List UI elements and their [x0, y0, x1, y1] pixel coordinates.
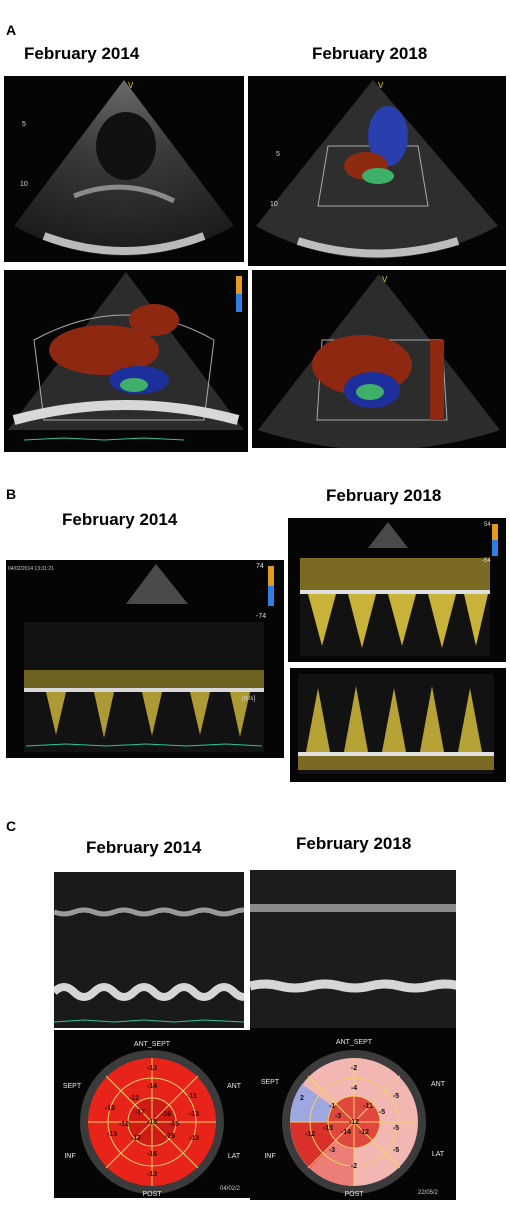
bullseye-2018: -2 -4 -1 -11 -5 -5 -3 -12 -13 -5 -14 -12…: [250, 1028, 456, 1200]
strain-2018-4: -5: [393, 1093, 399, 1100]
strain-2014-0: -13: [147, 1065, 157, 1072]
label-post-2018: POST: [344, 1191, 364, 1198]
scale-top-right: 54: [484, 522, 491, 528]
strain-2018-15: -2: [351, 1163, 357, 1170]
strain-2014-11: -16: [165, 1133, 175, 1140]
panel-b-date-right: February 2018: [326, 486, 442, 505]
bullseye-2014: -13 -14 -12 -11 -15 -17 -18 -16 -13 -15 …: [54, 1030, 250, 1198]
label-ant-sept-2018: ANT_SEPT: [336, 1039, 373, 1046]
panel-c-date-right: February 2018: [296, 834, 412, 853]
scale-bottom-right: -54: [482, 558, 491, 564]
date-stamp-left: 04/02/2: [220, 1186, 241, 1192]
svg-text:V: V: [378, 81, 384, 90]
strain-2018-12: -12: [305, 1131, 315, 1138]
echo-a-2018-color: V 5 10: [248, 76, 506, 266]
strain-2018-14: -3: [329, 1147, 335, 1154]
label-ant-sept-2014: ANT_SEPT: [134, 1041, 171, 1048]
panel-a-letter: A: [6, 22, 17, 38]
panel-a-date-left: February 2014: [24, 44, 140, 63]
panel-b-letter: B: [6, 486, 17, 502]
spectral-doppler-2018-bottom: [290, 668, 506, 782]
strain-2018-5: -5: [379, 1109, 385, 1116]
panel-b-date-left: February 2014: [62, 510, 178, 529]
label-ant-2018: ANT: [431, 1081, 446, 1088]
strain-2014-5: -17: [135, 1109, 145, 1116]
strain-2014-14: -17: [131, 1135, 141, 1142]
echo-a-2014-grayscale: 5 10 V: [4, 76, 244, 262]
strain-2018-2: -1: [329, 1103, 335, 1110]
panel-c-date-left: February 2014: [86, 838, 202, 857]
strain-2018-10: -14: [341, 1129, 351, 1136]
strain-2018-13: 2: [300, 1095, 304, 1102]
strain-2018-1: -4: [351, 1085, 357, 1092]
date-stamp-right: 22/05/2: [418, 1190, 439, 1196]
strain-2018-7: -12: [349, 1119, 359, 1126]
strain-2018-16: -5: [393, 1147, 399, 1154]
echo-a-2018-color-doppler: V: [252, 270, 506, 448]
strain-2018-8: -13: [323, 1125, 333, 1132]
echo-a-2014-color-doppler: [4, 270, 248, 452]
strain-2014-13: -13: [189, 1135, 199, 1142]
svg-text:5: 5: [22, 121, 26, 128]
m-mode-2014: [54, 872, 244, 1028]
strain-2014-6: -18: [147, 1119, 157, 1126]
svg-text:10: 10: [20, 181, 28, 188]
strain-2014-4: -15: [105, 1105, 115, 1112]
strain-2014-16: -16: [147, 1151, 157, 1158]
label-sept-2014: SEPT: [63, 1083, 82, 1090]
panel-c-letter: C: [6, 818, 17, 834]
scale-bottom-left: -74: [256, 613, 266, 620]
strain-2014-12: -13: [107, 1131, 117, 1138]
label-inf-2018: INF: [264, 1153, 275, 1160]
svg-text:10: 10: [270, 201, 278, 208]
label-inf-2014: INF: [64, 1153, 75, 1160]
label-post-2014: POST: [142, 1191, 162, 1198]
timestamp-left: 04/02/2014 13:31:21: [8, 566, 54, 572]
svg-text:V: V: [382, 275, 388, 284]
label-ant-2014: ANT: [227, 1083, 242, 1090]
strain-2014-3: -11: [187, 1093, 197, 1100]
panel-a-date-right: February 2018: [312, 44, 428, 63]
strain-2014-7: -16: [161, 1111, 171, 1118]
strain-2014-2: -12: [129, 1095, 139, 1102]
scale-top-left: 74: [256, 563, 264, 570]
strain-2014-15: -13: [147, 1171, 157, 1178]
strain-2014-10: -12: [119, 1121, 129, 1128]
strain-2014-9: -15: [169, 1121, 179, 1128]
strain-2018-0: -2: [351, 1065, 357, 1072]
strain-2018-3: -11: [363, 1103, 373, 1110]
strain-2018-6: -3: [335, 1113, 341, 1120]
strain-2014-1: -14: [147, 1083, 157, 1090]
strain-2018-11: -12: [359, 1129, 369, 1136]
unit-left: [m/s]: [242, 696, 255, 702]
label-sept-2018: SEPT: [261, 1079, 280, 1086]
strain-2018-9: -5: [393, 1125, 399, 1132]
svg-text:V: V: [128, 81, 134, 90]
spectral-doppler-2018-top: 54 -54: [288, 518, 506, 662]
svg-text:5: 5: [276, 151, 280, 158]
spectral-doppler-2014: 74 -74 [m/s] 04/02/2014 13:31:21: [6, 560, 284, 758]
strain-2014-8: -13: [189, 1111, 199, 1118]
m-mode-2018: [250, 870, 456, 1028]
label-lat-2014: LAT: [228, 1153, 241, 1160]
label-lat-2018: LAT: [432, 1151, 445, 1158]
